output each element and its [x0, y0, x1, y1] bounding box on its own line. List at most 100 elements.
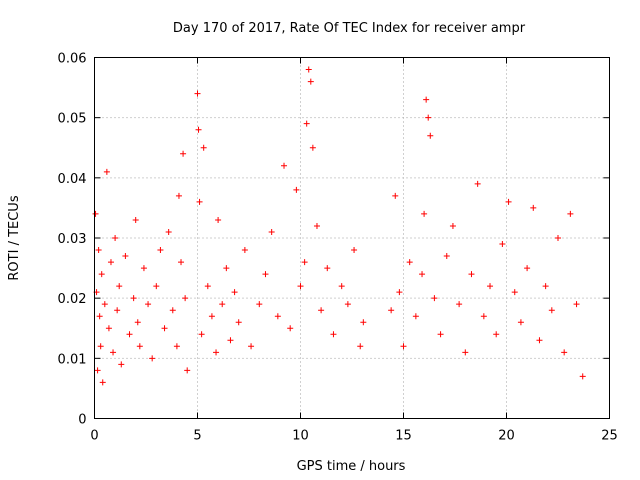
data-point [112, 235, 119, 241]
y-tick-label: 0.02 [58, 292, 87, 307]
data-point [130, 295, 137, 302]
y-tick-label: 0.05 [58, 112, 87, 127]
chart-title: Day 170 of 2017, Rate Of TEC Index for r… [173, 21, 526, 36]
data-point [431, 295, 438, 302]
data-point [97, 343, 104, 350]
data-point [169, 307, 176, 314]
data-point [579, 373, 586, 380]
data-point [94, 367, 101, 374]
x-tick-label: 0 [90, 429, 98, 444]
data-point [561, 349, 568, 356]
data-point [456, 301, 463, 308]
data-point [219, 301, 226, 308]
y-tick-label: 0.03 [58, 232, 87, 247]
data-point [468, 271, 475, 278]
data-point [126, 331, 133, 338]
data-point [313, 222, 320, 229]
x-tick-label: 25 [601, 429, 618, 444]
data-point [103, 168, 110, 175]
plot-frame [94, 57, 610, 419]
data-point [536, 337, 543, 344]
data-point [360, 319, 367, 326]
data-point [96, 313, 103, 320]
data-point [92, 210, 99, 217]
data-point [493, 331, 500, 338]
data-point [427, 132, 434, 139]
data-point [344, 301, 351, 308]
data-point [145, 301, 152, 308]
data-point [305, 66, 312, 73]
data-point [307, 78, 314, 85]
data-point [517, 319, 524, 326]
axes: 0 0.01 0.02 0.03 0.04 0.05 0.06 0 5 10 15 20 25 [58, 52, 618, 444]
y-tick-label: 0.04 [58, 172, 87, 187]
data-point [194, 90, 201, 97]
data-point [301, 259, 308, 266]
data-point [161, 325, 168, 332]
data-point [318, 307, 325, 314]
data-point [396, 289, 403, 296]
data-point [195, 126, 202, 133]
data-point [227, 337, 234, 344]
data-point [157, 247, 164, 254]
data-point [293, 186, 300, 193]
data-point [421, 210, 428, 217]
x-axis-title: GPS time / hours [297, 459, 406, 474]
x-tick-label: 10 [292, 429, 309, 444]
data-point [412, 313, 419, 320]
data-point [213, 349, 220, 356]
data-point [134, 319, 141, 326]
data-point [122, 253, 129, 260]
data-point [419, 271, 426, 278]
data-point [204, 283, 211, 290]
data-point [425, 114, 432, 121]
data-points [92, 66, 586, 386]
data-point [223, 265, 230, 272]
grid-lines [94, 57, 610, 419]
y-tick-label: 0 [78, 413, 86, 428]
x-tick-label: 15 [395, 429, 412, 444]
x-tick-label: 5 [193, 429, 201, 444]
data-point [215, 216, 222, 223]
x-tick-label: 20 [498, 429, 515, 444]
data-point [555, 235, 561, 241]
data-point [105, 325, 112, 332]
data-point [324, 265, 331, 272]
data-point [281, 162, 288, 169]
data-point [338, 283, 345, 290]
data-point [287, 325, 294, 332]
data-point [480, 313, 487, 320]
data-point [530, 204, 537, 211]
data-point [153, 283, 160, 290]
data-point [116, 283, 123, 290]
data-point [309, 144, 316, 151]
data-point [200, 144, 207, 151]
data-point [357, 343, 364, 350]
data-point [182, 295, 189, 302]
data-point [505, 198, 512, 205]
data-point [107, 259, 114, 266]
data-point [256, 301, 263, 308]
data-point [400, 343, 407, 350]
data-point [132, 216, 139, 223]
data-point [406, 259, 413, 266]
data-point [573, 301, 580, 308]
data-point [548, 307, 555, 314]
y-tick-label: 0.06 [58, 52, 87, 67]
data-point [101, 301, 108, 308]
data-point [474, 180, 481, 187]
data-point [196, 198, 203, 205]
data-point [180, 150, 187, 157]
data-point [392, 192, 399, 199]
data-point [208, 313, 215, 320]
data-point [231, 289, 238, 296]
data-point [542, 283, 549, 290]
data-point [423, 96, 430, 103]
data-point [175, 192, 182, 199]
data-point [173, 343, 180, 350]
data-point [303, 120, 310, 127]
data-point [487, 283, 494, 290]
data-point [140, 265, 147, 272]
data-point [388, 307, 395, 314]
